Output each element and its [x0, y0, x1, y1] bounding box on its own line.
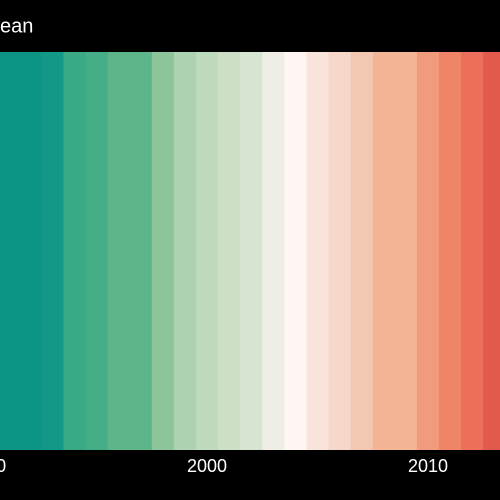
- stripe: [372, 52, 396, 450]
- stripe: [19, 52, 42, 450]
- stripe: [328, 52, 352, 450]
- stripe: [63, 52, 87, 450]
- stripe: [129, 52, 153, 450]
- stripe: [461, 52, 484, 450]
- stripe: [173, 52, 197, 450]
- stripe: [85, 52, 109, 450]
- stripe: [284, 52, 307, 450]
- stripe: [107, 52, 131, 450]
- stripe: [306, 52, 330, 450]
- stripe: [0, 52, 20, 450]
- stripe: [439, 52, 462, 450]
- stripe: [151, 52, 175, 450]
- stripe: [350, 52, 374, 450]
- stripe: [262, 52, 285, 450]
- stripe: [240, 52, 263, 450]
- x-tick-label: 1990: [0, 456, 6, 476]
- stripe: [218, 52, 241, 450]
- x-tick-label: 2000: [187, 456, 227, 476]
- stripe: [195, 52, 219, 450]
- chart-title: ean: [0, 15, 33, 37]
- stripe: [394, 52, 418, 450]
- x-tick-label: 2010: [408, 456, 448, 476]
- stripe: [483, 52, 500, 450]
- stripe: [416, 52, 440, 450]
- stripe: [41, 52, 64, 450]
